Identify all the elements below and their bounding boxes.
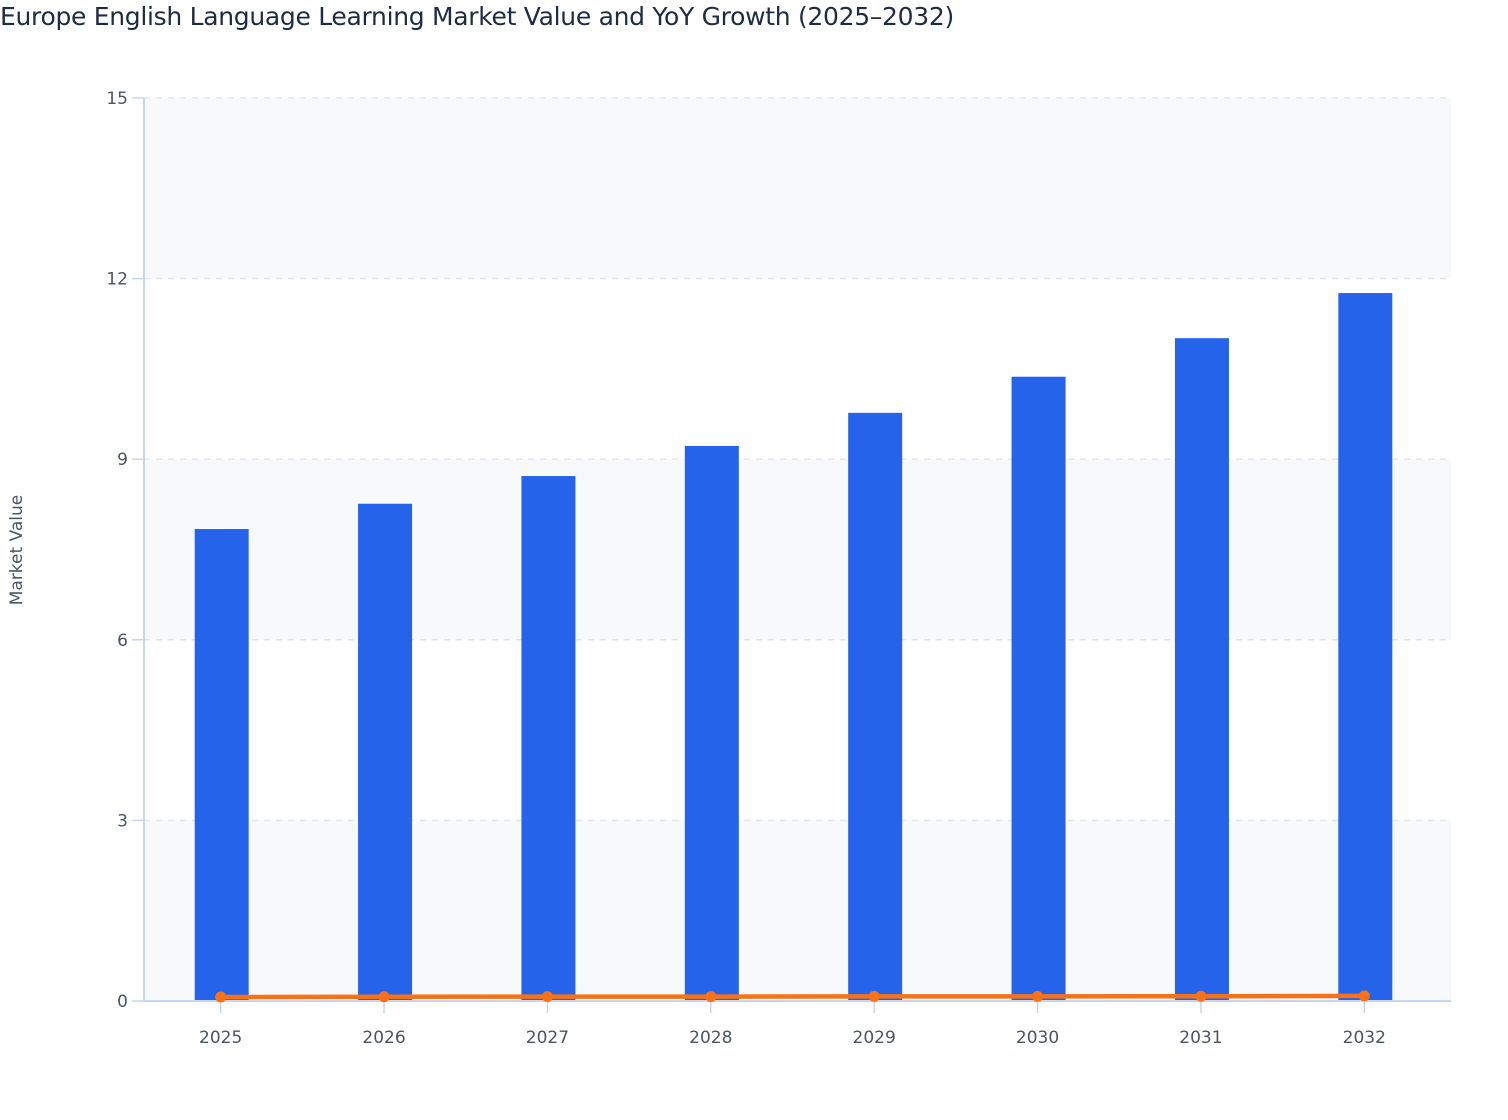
bar-market-value[interactable] xyxy=(521,476,576,1001)
bar-market-value[interactable] xyxy=(358,503,413,1001)
yoy-growth-marker[interactable] xyxy=(1358,990,1370,1002)
x-tick-label: 2032 xyxy=(1343,1028,1386,1048)
yoy-growth-marker[interactable] xyxy=(541,991,553,1003)
x-tick-label: 2026 xyxy=(362,1028,405,1048)
chart-title: Europe English Language Learning Market … xyxy=(0,2,954,31)
y-tick-label: 3 xyxy=(117,811,128,831)
bar-market-value[interactable] xyxy=(684,445,739,1001)
yoy-growth-marker[interactable] xyxy=(1032,990,1044,1002)
y-tick-label: 9 xyxy=(117,450,128,470)
y-tick-label: 15 xyxy=(106,89,128,109)
x-tick-label: 2031 xyxy=(1179,1028,1222,1048)
plot-band xyxy=(144,459,1451,640)
bar-market-value[interactable] xyxy=(1338,293,1393,1002)
y-tick-label: 12 xyxy=(106,270,128,290)
y-tick-label: 6 xyxy=(117,631,128,651)
x-tick-label: 2025 xyxy=(199,1028,242,1048)
bar-market-value[interactable] xyxy=(1011,376,1066,1001)
yoy-growth-marker[interactable] xyxy=(868,990,880,1002)
x-tick-label: 2028 xyxy=(689,1028,732,1048)
yoy-growth-marker[interactable] xyxy=(378,991,390,1003)
plot-band xyxy=(144,98,1451,279)
bar-market-value[interactable] xyxy=(1174,338,1229,1001)
x-tick-label: 2029 xyxy=(853,1028,896,1048)
x-tick-label: 2030 xyxy=(1016,1028,1059,1048)
bar-market-value[interactable] xyxy=(848,412,903,1001)
yoy-growth-marker[interactable] xyxy=(1195,990,1207,1002)
yoy-growth-line xyxy=(220,993,1365,1000)
plot-band xyxy=(144,820,1451,1001)
yoy-growth-marker[interactable] xyxy=(215,991,227,1003)
x-tick-label: 2027 xyxy=(526,1028,569,1048)
bar-market-value[interactable] xyxy=(194,529,249,1001)
y-tick-label: 0 xyxy=(117,992,128,1012)
yoy-growth-marker[interactable] xyxy=(705,991,717,1003)
